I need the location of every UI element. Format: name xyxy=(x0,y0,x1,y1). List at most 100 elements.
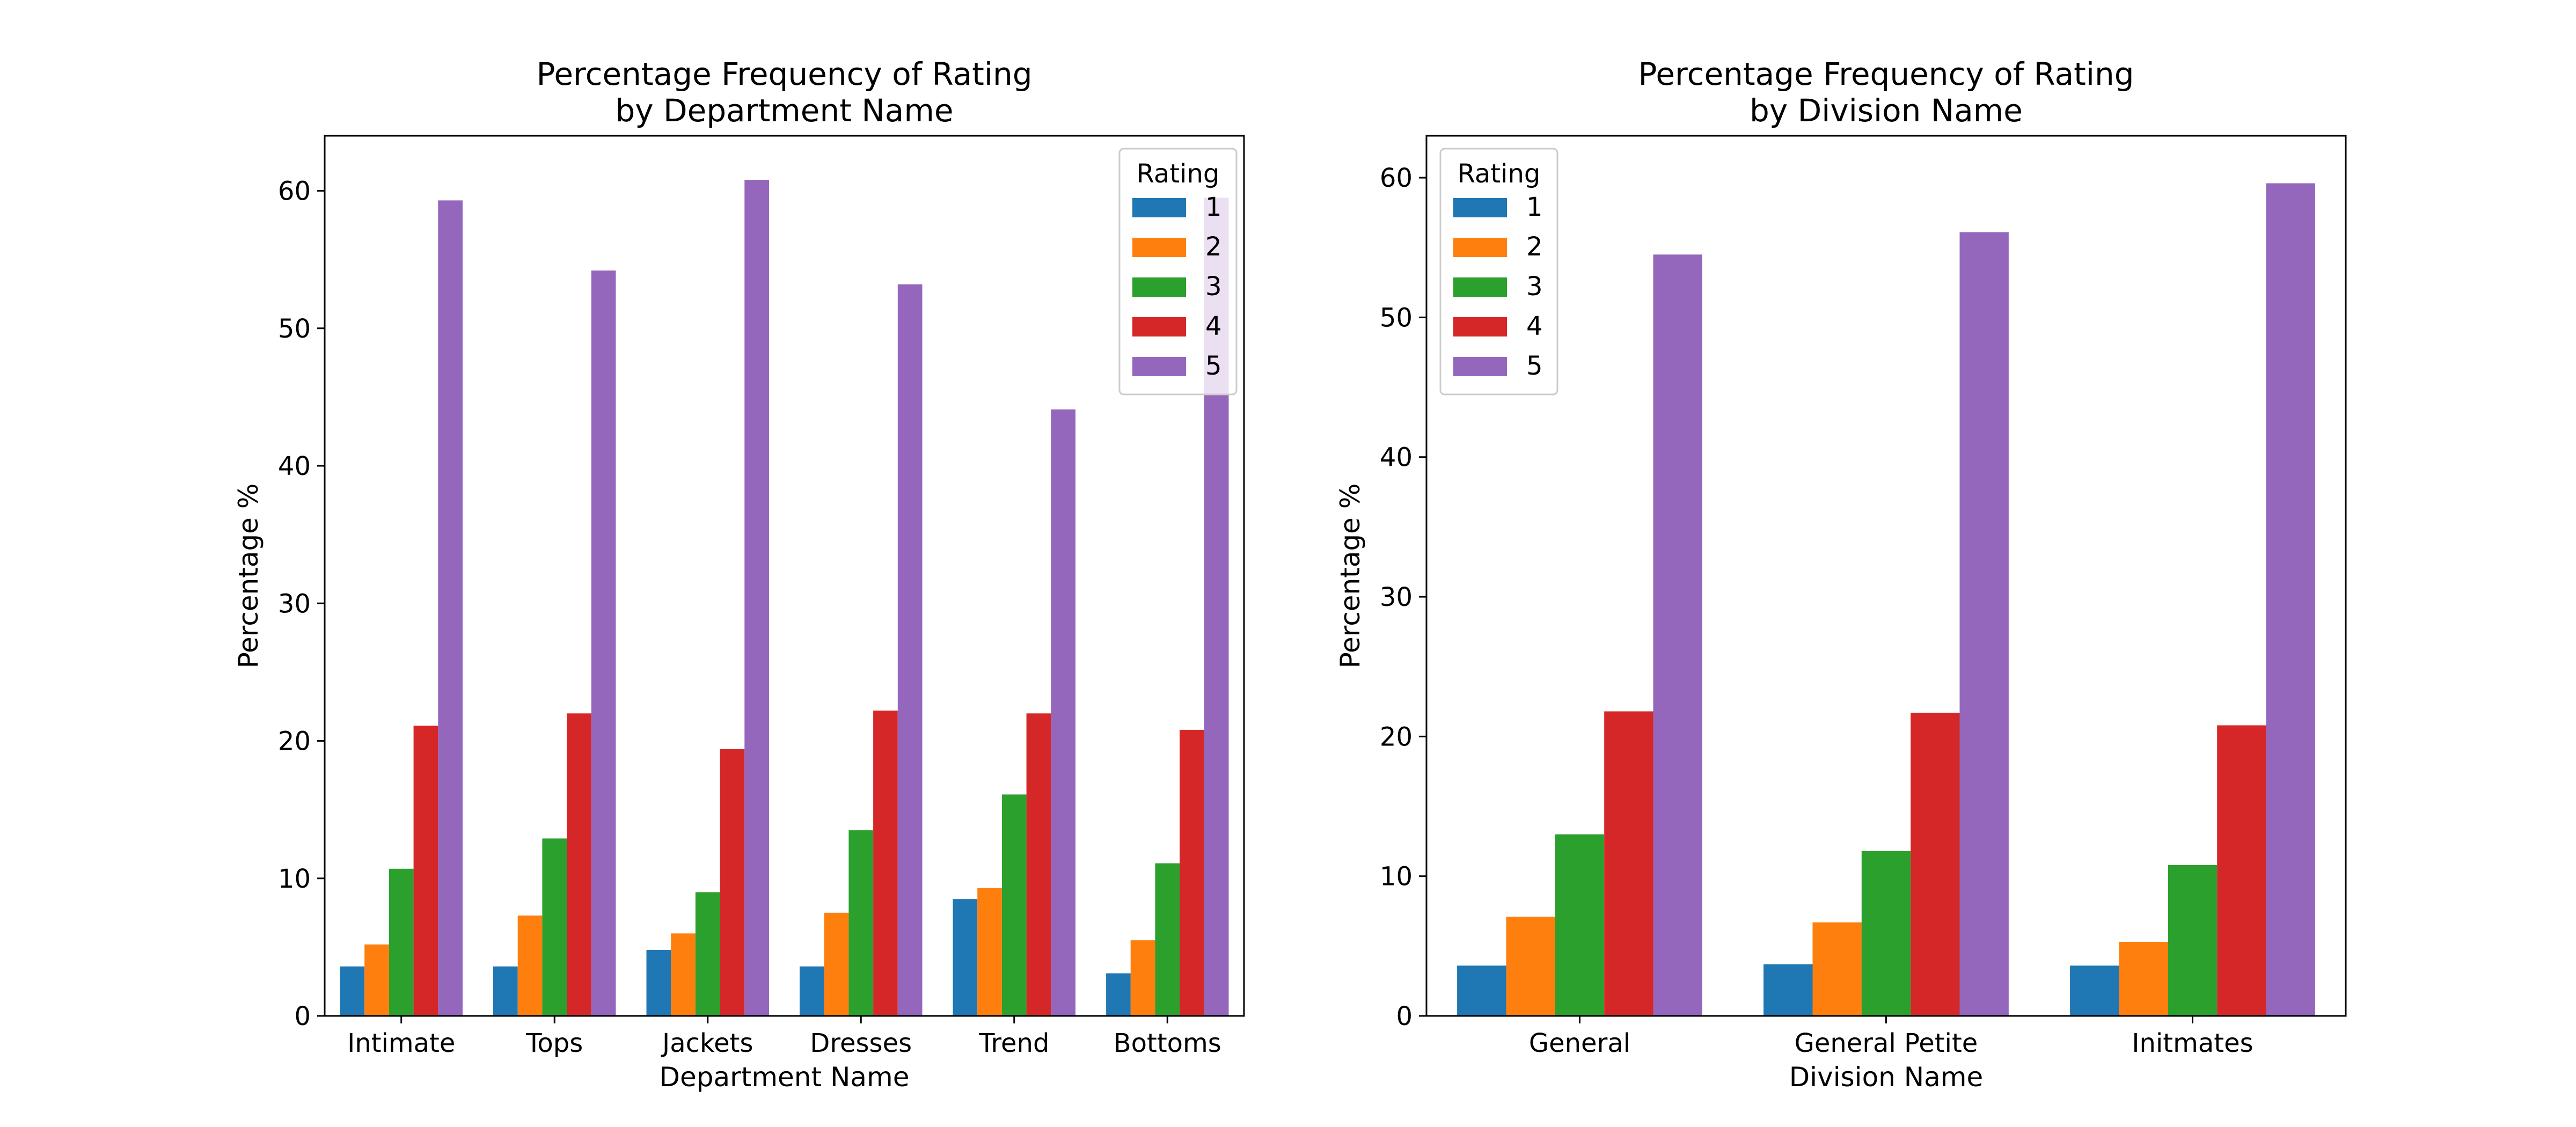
y-tick-label: 10 xyxy=(1380,862,1413,892)
legend-swatch-3 xyxy=(1132,277,1186,297)
bar-rating-4-general xyxy=(1604,711,1653,1016)
bar-rating-4-intimate xyxy=(413,726,438,1016)
y-tick-label: 50 xyxy=(1380,303,1413,333)
legend-swatch-2 xyxy=(1453,238,1507,257)
bar-rating-4-jackets xyxy=(720,749,745,1016)
legend-swatch-3 xyxy=(1453,277,1507,297)
chart-title-line-1: Percentage Frequency of Rating xyxy=(536,56,1032,92)
bar-rating-5-jackets xyxy=(744,180,769,1016)
bar-rating-2-bottoms xyxy=(1130,940,1155,1016)
bar-rating-1-general xyxy=(1457,965,1506,1016)
chart-title-line-1: Percentage Frequency of Rating xyxy=(1638,56,2134,92)
bar-rating-3-initmates xyxy=(2168,865,2218,1016)
bar-rating-2-tops xyxy=(517,915,543,1016)
legend-label-2: 2 xyxy=(1526,232,1543,262)
y-tick-label: 0 xyxy=(294,1001,311,1031)
bar-rating-4-dresses xyxy=(873,711,898,1016)
y-tick-label: 60 xyxy=(1380,163,1413,193)
bar-rating-1-jackets xyxy=(646,950,671,1016)
legend-label-5: 5 xyxy=(1526,351,1543,381)
bar-rating-5-initmates xyxy=(2266,183,2315,1016)
y-tick-label: 60 xyxy=(278,177,311,207)
bar-rating-4-trend xyxy=(1026,713,1051,1016)
bar-rating-5-general-petite xyxy=(1959,232,2009,1016)
bar-rating-3-bottoms xyxy=(1155,863,1180,1016)
bar-rating-2-initmates xyxy=(2119,942,2168,1016)
x-tick-label: Initmates xyxy=(2132,1028,2253,1058)
bar-rating-3-jackets xyxy=(695,892,720,1016)
y-tick-label: 30 xyxy=(1380,582,1413,612)
bar-rating-2-intimate xyxy=(364,944,389,1016)
bar-rating-2-general-petite xyxy=(1812,922,1862,1016)
bar-rating-5-tops xyxy=(591,270,616,1016)
bar-rating-1-tops xyxy=(493,966,518,1016)
chart-title-line-2: by Department Name xyxy=(615,92,953,129)
bar-rating-4-bottoms xyxy=(1180,730,1204,1016)
y-tick-label: 20 xyxy=(1380,722,1413,752)
legend-swatch-1 xyxy=(1453,198,1507,217)
x-axis-label: Division Name xyxy=(1789,1062,1984,1093)
plot-frame xyxy=(324,135,1245,1017)
legend-swatch-5 xyxy=(1453,357,1507,376)
bar-rating-5-trend xyxy=(1051,409,1075,1016)
legend-swatch-5 xyxy=(1132,357,1186,376)
legend-label-2: 2 xyxy=(1205,232,1222,262)
legend-title: Rating xyxy=(1137,159,1220,189)
x-tick-label: Dresses xyxy=(810,1028,912,1058)
legend-label-3: 3 xyxy=(1526,272,1543,302)
legend-swatch-4 xyxy=(1132,317,1186,336)
chart-division: 0 10 20 30 40 50 60 General General Petite Initma… xyxy=(1335,56,2347,1093)
legend-label-4: 4 xyxy=(1526,311,1543,341)
legend-label-1: 1 xyxy=(1526,192,1543,222)
bar-rating-4-tops xyxy=(567,713,591,1016)
y-tick-label: 40 xyxy=(1380,443,1413,473)
bar-rating-5-intimate xyxy=(438,200,463,1016)
x-tick-label: Bottoms xyxy=(1114,1028,1221,1058)
bar-rating-2-trend xyxy=(977,888,1002,1016)
legend-label-5: 5 xyxy=(1205,351,1222,381)
chart-department: 0 10 20 30 40 50 60 Intimate Tops Jackets Dresses T… xyxy=(233,56,1245,1093)
bar-rating-2-dresses xyxy=(824,912,849,1016)
legend-title: Rating xyxy=(1458,159,1541,189)
bar-rating-1-intimate xyxy=(340,966,365,1016)
x-axis-label: Department Name xyxy=(660,1062,910,1093)
y-axis-label: Percentage % xyxy=(1335,484,1366,669)
x-tick-label: Jackets xyxy=(661,1028,753,1058)
bar-rating-4-general-petite xyxy=(1911,713,1960,1016)
y-tick-label: 50 xyxy=(278,314,311,344)
bar-rating-1-initmates xyxy=(2070,965,2119,1016)
y-tick-label: 20 xyxy=(278,727,311,757)
legend-swatch-4 xyxy=(1453,317,1507,336)
x-tick-label: General xyxy=(1529,1028,1630,1058)
bar-rating-3-trend xyxy=(1001,794,1027,1016)
bar-rating-1-trend xyxy=(953,899,978,1016)
bar-rating-3-general xyxy=(1555,834,1605,1016)
bar-rating-3-tops xyxy=(542,838,567,1016)
legend-label-4: 4 xyxy=(1205,311,1222,341)
x-tick-label: Tops xyxy=(525,1028,583,1058)
bar-rating-1-general-petite xyxy=(1763,964,1813,1016)
bar-rating-4-initmates xyxy=(2217,725,2266,1016)
bar-rating-3-intimate xyxy=(389,868,414,1016)
x-tick-label: Trend xyxy=(978,1028,1049,1058)
bar-rating-2-jackets xyxy=(671,933,696,1016)
y-tick-label: 0 xyxy=(1396,1001,1413,1031)
y-axis-label: Percentage % xyxy=(233,484,264,669)
legend-label-3: 3 xyxy=(1205,272,1222,302)
bar-rating-5-general xyxy=(1653,254,1702,1016)
bar-rating-3-dresses xyxy=(848,830,874,1016)
legend-swatch-2 xyxy=(1132,238,1186,257)
chart-title-line-2: by Division Name xyxy=(1750,92,2023,129)
y-tick-label: 30 xyxy=(278,589,311,619)
bar-rating-1-dresses xyxy=(800,966,824,1016)
bar-rating-2-general xyxy=(1506,917,1555,1016)
y-tick-label: 10 xyxy=(278,864,311,894)
legend-label-1: 1 xyxy=(1205,192,1222,222)
bar-rating-5-dresses xyxy=(897,284,923,1016)
bar-rating-1-bottoms xyxy=(1106,973,1131,1016)
x-tick-label: General Petite xyxy=(1795,1028,1978,1058)
x-tick-label: Intimate xyxy=(347,1028,455,1058)
